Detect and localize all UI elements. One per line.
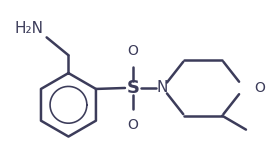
Text: N: N (157, 80, 168, 96)
Text: H₂N: H₂N (15, 21, 44, 36)
Text: O: O (128, 44, 138, 58)
Text: O: O (254, 81, 265, 95)
Text: S: S (126, 79, 139, 97)
Text: O: O (128, 118, 138, 132)
